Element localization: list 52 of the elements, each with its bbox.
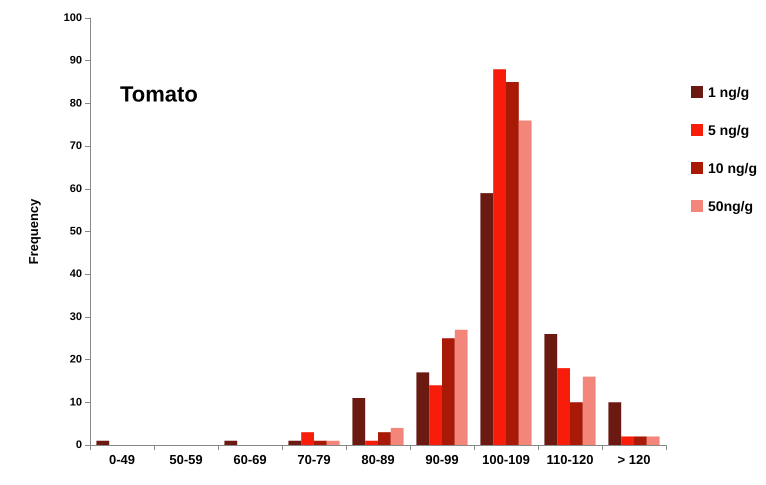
- x-tick-label: 100-109: [482, 452, 530, 467]
- y-tick-label: 60: [70, 182, 82, 195]
- bar: [224, 440, 238, 445]
- bar: [416, 372, 430, 445]
- legend-label: 5 ng/g: [708, 122, 750, 138]
- y-axis-title: Frequency: [26, 198, 41, 264]
- bar: [442, 338, 455, 445]
- bar: [326, 440, 340, 445]
- x-tick-label: 80-89: [361, 452, 395, 467]
- x-tick-label: 110-120: [546, 452, 594, 467]
- y-tick-label: 80: [70, 97, 82, 110]
- legend-label: 1 ng/g: [708, 84, 750, 100]
- bar: [570, 402, 583, 445]
- bar: [646, 436, 660, 445]
- x-tick-label: 50-59: [169, 452, 203, 467]
- legend-label: 10 ng/g: [708, 160, 758, 176]
- bar: [480, 193, 494, 445]
- bar: [557, 368, 570, 445]
- y-tick-label: 20: [70, 354, 82, 366]
- bar: [314, 440, 327, 445]
- text: Tomato: [120, 82, 198, 106]
- bar: [288, 440, 302, 445]
- bar: [352, 398, 366, 445]
- bar: [621, 436, 634, 445]
- bar: [96, 440, 110, 445]
- legend-label: 50ng/g: [708, 198, 754, 214]
- bar: [544, 334, 558, 445]
- y-tick-label: 70: [70, 140, 82, 152]
- y-tick-label: 100: [64, 12, 82, 24]
- y-tick-label: 50: [70, 226, 82, 238]
- y-tick-label: 30: [70, 310, 82, 323]
- bar: [506, 82, 519, 445]
- x-tick-label: 90-99: [425, 452, 459, 467]
- y-tick-label: 0: [76, 439, 82, 451]
- bar: [493, 69, 506, 445]
- bar: [634, 436, 647, 445]
- bar: [518, 120, 532, 445]
- bar: [582, 376, 596, 445]
- y-tick-label: 40: [70, 268, 82, 280]
- bar: [390, 428, 404, 445]
- x-tick-label: 60-69: [233, 452, 267, 467]
- y-tick-label: 90: [70, 54, 82, 67]
- x-tick-label: 0-49: [108, 452, 136, 467]
- bar: [454, 330, 468, 445]
- bar: [378, 432, 391, 445]
- y-tick-label: 10: [70, 396, 82, 408]
- x-tick-label: > 120: [618, 452, 650, 467]
- x-tick-label: 70-79: [297, 452, 331, 467]
- bar: [608, 402, 622, 445]
- bar: [429, 385, 442, 445]
- bar: [301, 432, 314, 445]
- bar: [365, 440, 378, 445]
